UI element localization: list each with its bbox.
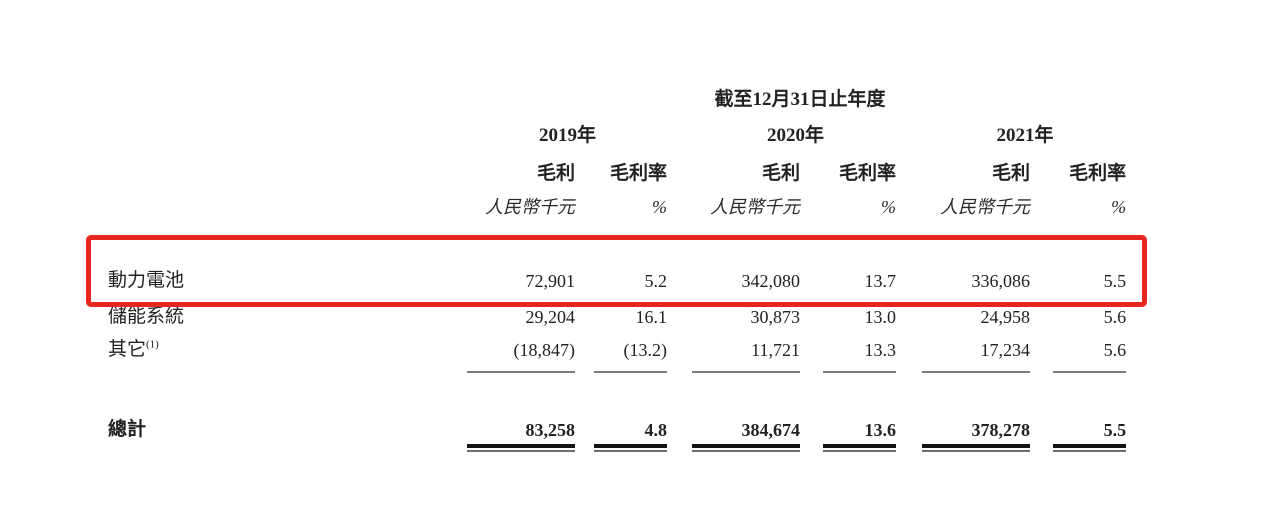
double-rule <box>800 440 896 458</box>
row-label: 儲能系統 <box>108 306 185 328</box>
cell-value: 5.2 <box>644 271 668 292</box>
cell-value: 336,086 <box>971 271 1031 292</box>
total-value: 83,258 <box>525 420 576 441</box>
total-value: 4.8 <box>644 420 668 441</box>
single-rule <box>896 360 1030 373</box>
header-spacer <box>108 84 440 110</box>
year-header-2021: 2021年 <box>996 125 1054 147</box>
double-rule <box>667 440 800 458</box>
cell-value: 24,958 <box>980 307 1031 328</box>
cell-value: 5.6 <box>1103 307 1127 328</box>
cell-value: 11,721 <box>751 340 800 361</box>
unit-header-percent: % <box>881 197 896 218</box>
row-label-text: 其它 <box>108 339 147 361</box>
period-header: 截至12月31日止年度 <box>714 89 886 111</box>
cell-value: 30,873 <box>750 307 801 328</box>
cell-value: 13.0 <box>864 307 897 328</box>
row-label: 其它(1) <box>108 327 440 360</box>
table-row-others: 其它(1) (18,847) (13.2) 11,721 13.3 17,234… <box>108 327 1126 360</box>
row-label: 動力電池 <box>108 270 185 292</box>
spacer <box>108 440 440 458</box>
unit-header-amount: 人民幣千元 <box>485 197 575 218</box>
metric-header-gross-margin: 毛利率 <box>1069 163 1127 185</box>
single-rule <box>667 360 800 373</box>
unit-header-amount: 人民幣千元 <box>710 197 800 218</box>
cell-value: 342,080 <box>741 271 801 292</box>
unit-header-amount: 人民幣千元 <box>940 197 1030 218</box>
metric-header-gross-profit: 毛利 <box>536 163 575 185</box>
cell-value: 72,901 <box>525 271 576 292</box>
cell-value: (13.2) <box>623 340 668 361</box>
unit-header-percent: % <box>1111 197 1127 218</box>
cell-value: 17,234 <box>980 340 1031 361</box>
unit-header-percent: % <box>652 197 667 218</box>
header-spacer <box>108 184 440 217</box>
cell-value: 5.5 <box>1103 271 1127 292</box>
metric-header-gross-profit: 毛利 <box>991 163 1030 185</box>
spacer <box>108 373 1126 403</box>
cell-value: 13.3 <box>864 340 897 361</box>
double-rule <box>1030 440 1127 458</box>
double-rule <box>440 440 575 458</box>
double-rule <box>575 440 667 458</box>
spacer <box>108 360 440 373</box>
cell-value: 29,204 <box>525 307 576 328</box>
cell-value: 16.1 <box>635 307 668 328</box>
cell-value: 13.7 <box>864 271 897 292</box>
header-spacer <box>108 110 440 146</box>
metric-header-gross-margin: 毛利率 <box>609 163 667 185</box>
total-value: 384,674 <box>741 420 801 441</box>
gross-profit-table: 截至12月31日止年度 2019年 2020年 2021年 毛利 毛利率 毛利 … <box>108 84 1127 458</box>
single-rule <box>575 360 667 373</box>
total-label: 總計 <box>108 419 147 441</box>
subtotal-rule-row <box>108 360 1127 373</box>
header-spacer <box>108 146 440 184</box>
total-value: 13.6 <box>864 420 897 441</box>
footnote-marker: (1) <box>146 338 159 351</box>
total-rule-row <box>108 440 1127 458</box>
cell-value: (18,847) <box>513 340 576 361</box>
table-row-power-battery: 動力電池 72,901 5.2 342,080 13.7 336,086 5.5 <box>108 255 1126 291</box>
single-rule <box>800 360 896 373</box>
table-row-energy-storage: 儲能系統 29,204 16.1 30,873 13.0 24,958 5.6 <box>108 291 1126 327</box>
year-header-2020: 2020年 <box>766 125 824 147</box>
total-value: 378,278 <box>971 420 1031 441</box>
metric-header-gross-profit: 毛利 <box>761 163 800 185</box>
double-rule <box>896 440 1030 458</box>
total-value: 5.5 <box>1103 420 1127 441</box>
table-row-total: 總計 83,258 4.8 384,674 13.6 378,278 5.5 <box>108 403 1126 440</box>
single-rule <box>1030 360 1127 373</box>
cell-value: 5.6 <box>1103 340 1127 361</box>
spacer <box>108 217 1126 255</box>
single-rule <box>440 360 575 373</box>
metric-header-gross-margin: 毛利率 <box>838 163 896 185</box>
year-header-2019: 2019年 <box>538 125 596 147</box>
